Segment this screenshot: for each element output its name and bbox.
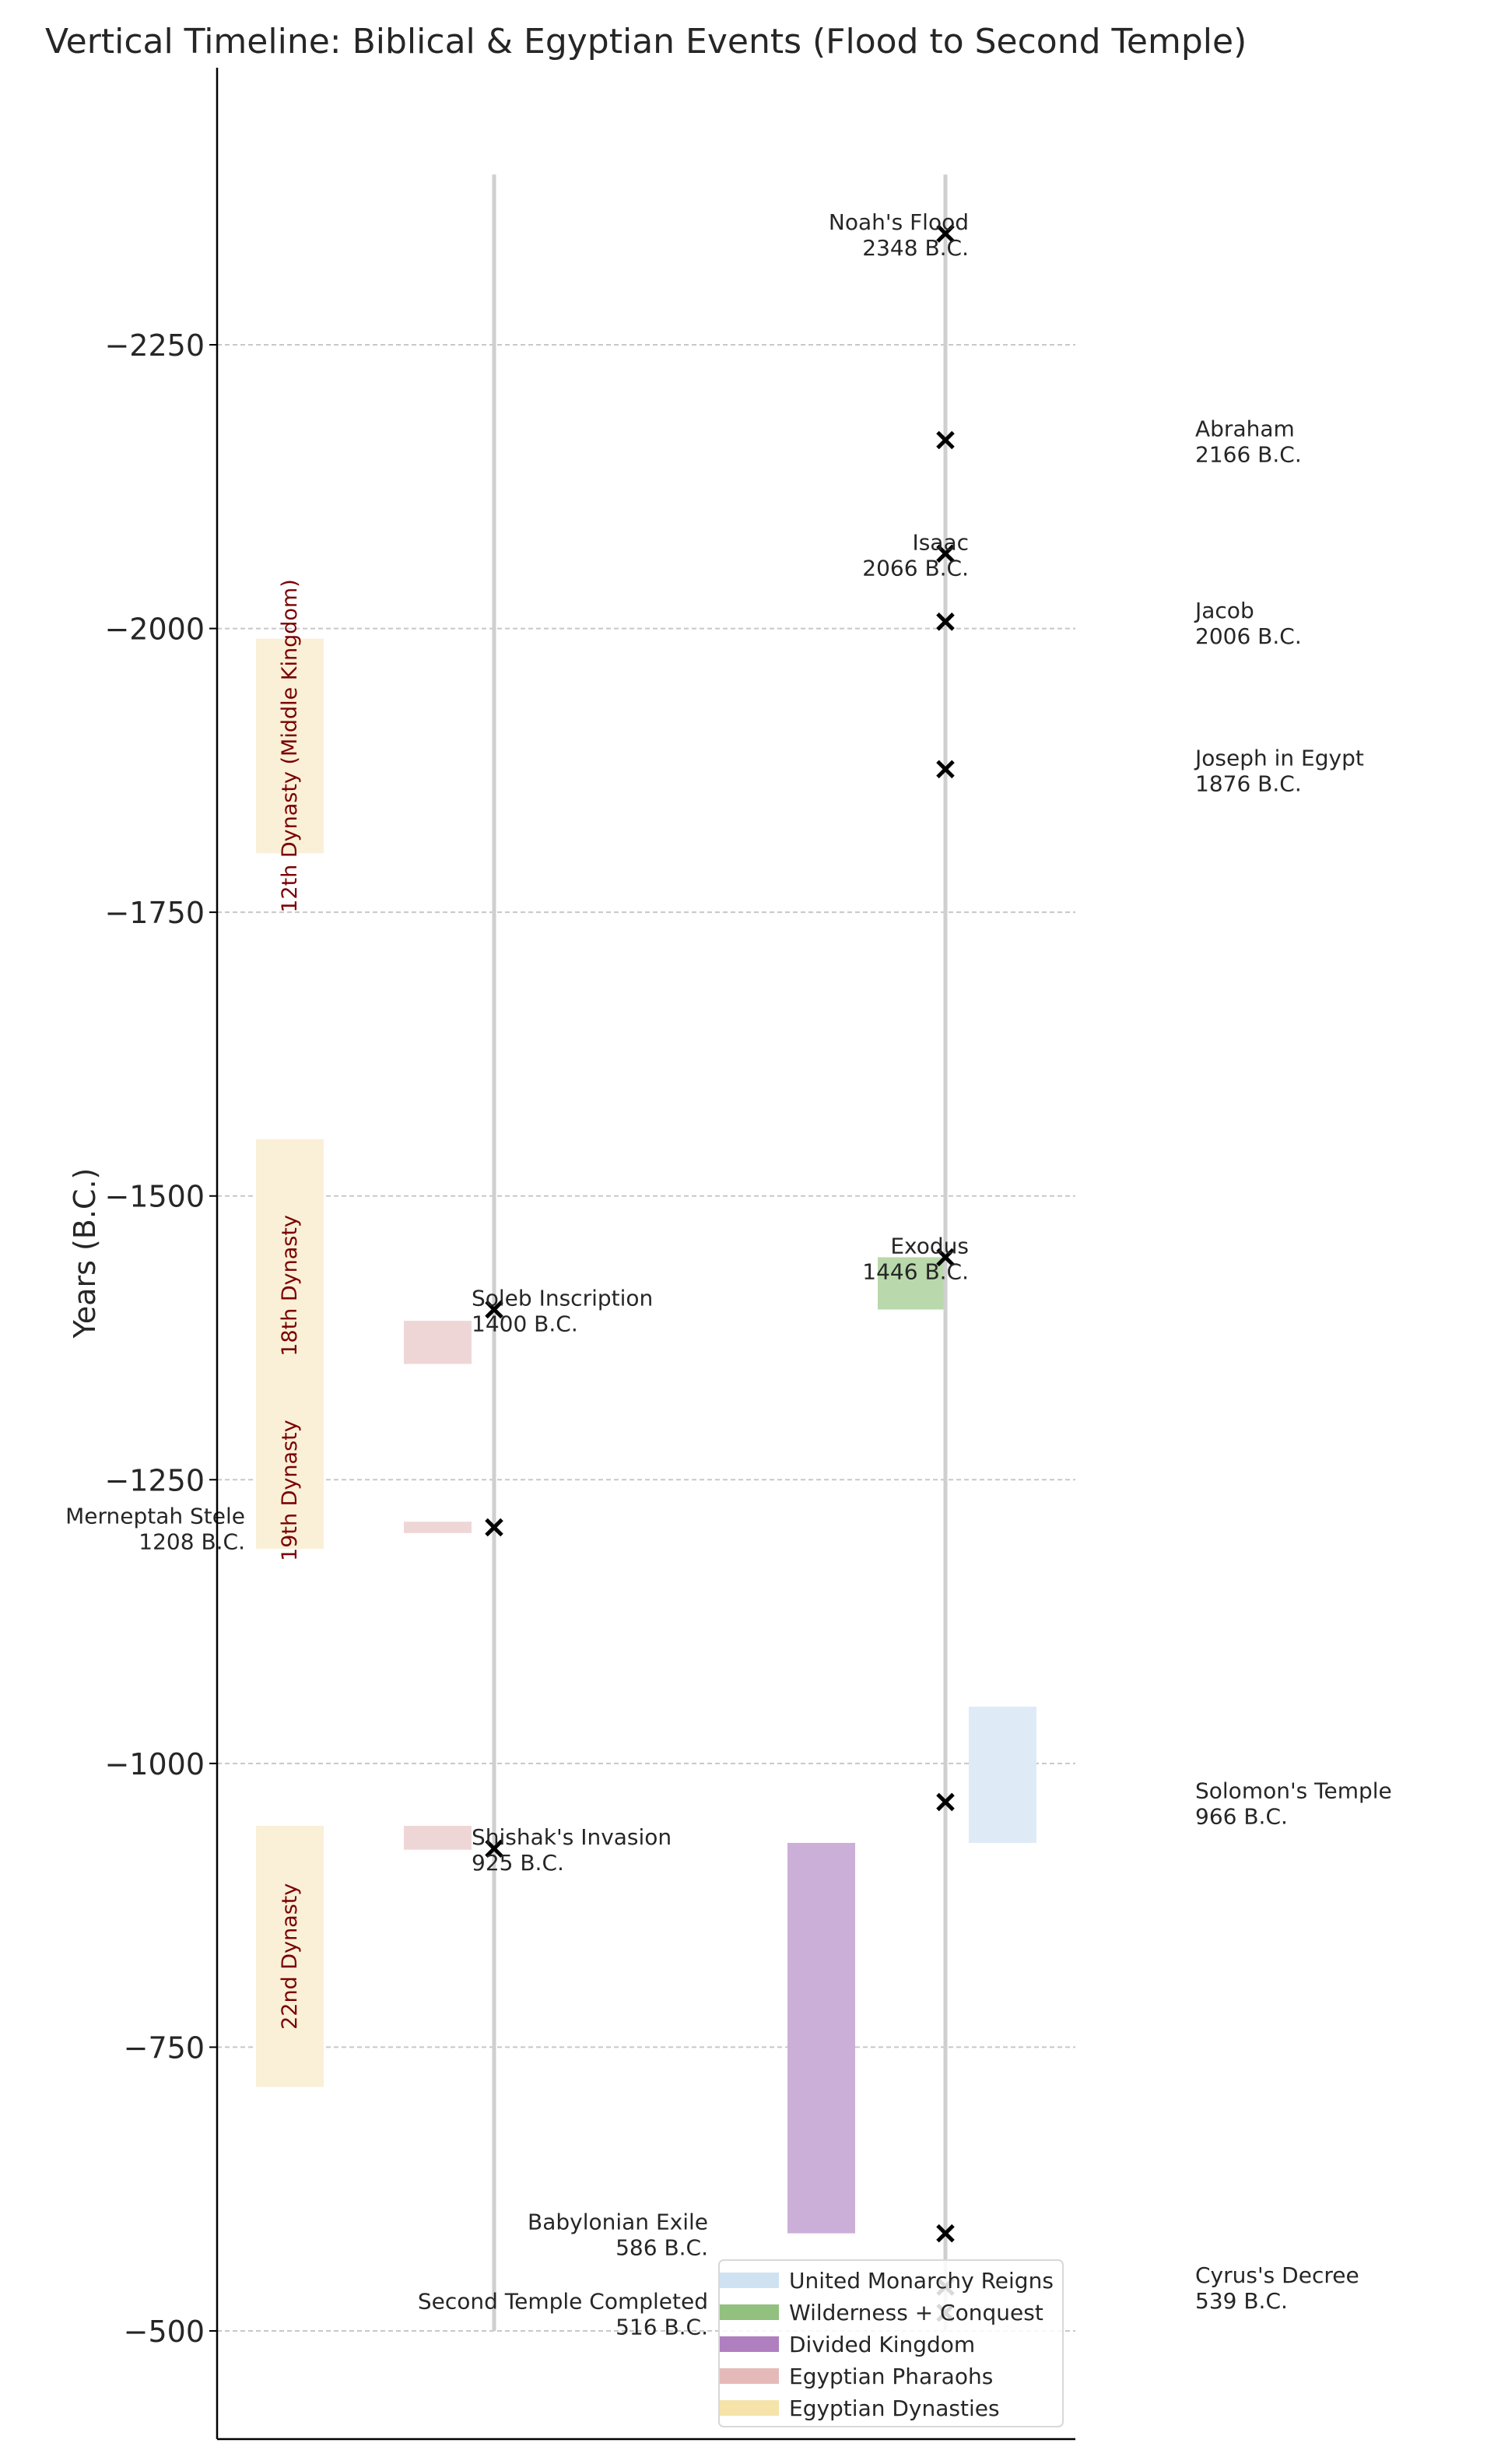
event-marker (485, 1518, 503, 1537)
legend-swatch (720, 2336, 779, 2352)
legend-swatch (720, 2368, 779, 2384)
event-name: Jacob (1194, 598, 1254, 623)
pharaoh-bar (404, 1321, 472, 1364)
period-bar (969, 1706, 1036, 1843)
event-date: 2066 B.C. (862, 555, 969, 581)
event-date: 586 B.C. (615, 2235, 708, 2261)
event-name: Solomon's Temple (1195, 1778, 1392, 1803)
chart-title: Vertical Timeline: Biblical & Egyptian E… (45, 22, 1247, 61)
dynasty-label: 12th Dynasty (Middle Kingdom) (278, 579, 302, 913)
period-bar (878, 1257, 945, 1310)
y-tick-label: −1000 (104, 1747, 205, 1781)
event-name: Babylonian Exile (528, 2210, 708, 2235)
dynasty-bar (256, 638, 324, 854)
event-marker (485, 1300, 503, 1319)
y-tick-label: −1250 (104, 1463, 205, 1497)
event-date: 925 B.C. (472, 1850, 564, 1876)
legend-label: Wilderness + Conquest (789, 2300, 1043, 2325)
dynasty-label: 19th Dynasty (278, 1420, 302, 1561)
pharaoh-bar (404, 1826, 472, 1850)
event-marker (936, 544, 955, 563)
y-tick-label: −500 (124, 2315, 205, 2349)
y-tick-label: −2250 (104, 328, 205, 363)
event-marker (936, 612, 955, 631)
y-tick-label: −1500 (104, 1180, 205, 1214)
event-name: Joseph in Egypt (1194, 745, 1364, 770)
event-date: 1400 B.C. (472, 1311, 578, 1337)
event-marker (485, 1839, 503, 1858)
event-name: Shishak's Invasion (472, 1824, 672, 1850)
period-bar (787, 1842, 855, 2234)
dynasty-bar (256, 1826, 324, 2087)
event-name: Noah's Flood (829, 209, 969, 235)
event-marker (936, 2224, 955, 2243)
event-date: 2006 B.C. (1195, 623, 1302, 649)
event-labels: 12th Dynasty (Middle Kingdom) 18th Dynast… (65, 209, 1392, 2340)
axes: −2250 −2000 −1750 −1500 −1250 −1000 −750 −500 (104, 68, 1075, 2441)
legend-label: Egyptian Dynasties (789, 2396, 1000, 2421)
legend: United Monarchy Reigns Wilderness + Conqu… (718, 2259, 1064, 2427)
legend-label: United Monarchy Reigns (789, 2268, 1054, 2294)
y-tick-label: −750 (124, 2031, 205, 2065)
y-tick-label: −1750 (104, 896, 205, 930)
event-name: Abraham (1195, 416, 1295, 441)
event-marker (936, 224, 955, 243)
legend-label: Divided Kingdom (789, 2332, 975, 2357)
event-marker (936, 1792, 955, 1812)
y-tick-label: −2000 (104, 612, 205, 647)
legend-swatch (720, 2304, 779, 2320)
event-date: 516 B.C. (615, 2315, 708, 2340)
y-axis-label: Years (B.C.) (68, 1168, 102, 1339)
event-marker (936, 760, 955, 779)
event-name: Second Temple Completed (418, 2289, 708, 2315)
event-date: 2348 B.C. (862, 235, 969, 261)
dynasty-label: 22nd Dynasty (278, 1883, 302, 2030)
event-date: 2166 B.C. (1195, 441, 1302, 467)
event-name: Soleb Inscription (472, 1286, 653, 1311)
legend-label: Egyptian Pharaohs (789, 2364, 993, 2389)
legend-swatch (720, 2273, 779, 2288)
event-date: 539 B.C. (1195, 2288, 1288, 2314)
event-date: 1876 B.C. (1195, 770, 1302, 796)
event-date: 1446 B.C. (862, 1258, 969, 1284)
pharaoh-bar (404, 1522, 472, 1533)
event-name: Isaac (912, 529, 969, 555)
gridlines (217, 344, 1075, 2332)
event-name: Merneptah Stele (65, 1504, 245, 1529)
legend-swatch (720, 2400, 779, 2416)
dynasty-bar (256, 1432, 324, 1550)
event-marker (936, 430, 955, 450)
event-date: 1208 B.C. (139, 1529, 245, 1555)
legend-box (718, 2259, 1064, 2427)
event-date: 966 B.C. (1195, 1803, 1288, 1829)
dynasty-bar (256, 1139, 324, 1433)
dynasty-label: 18th Dynasty (278, 1215, 302, 1357)
event-marker (936, 1248, 955, 1267)
timeline-lines (492, 174, 948, 2331)
bars-layer (256, 638, 1036, 2234)
event-name: Exodus (890, 1233, 969, 1258)
event-name: Cyrus's Decree (1195, 2262, 1359, 2288)
